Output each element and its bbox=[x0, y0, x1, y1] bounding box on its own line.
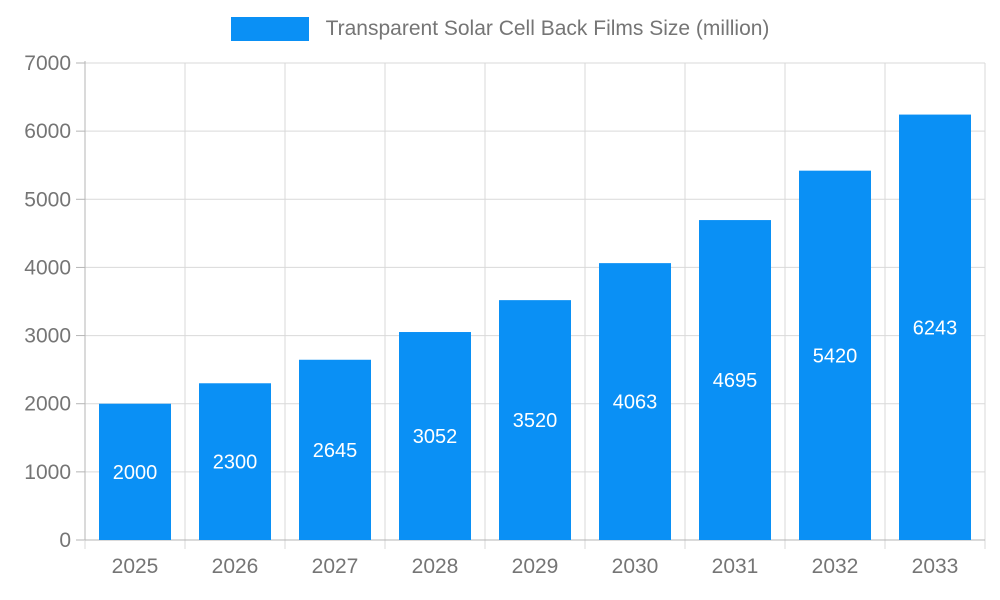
x-tick-label: 2033 bbox=[912, 555, 959, 578]
x-tick-label: 2032 bbox=[812, 555, 859, 578]
bar bbox=[299, 359, 371, 540]
bar bbox=[699, 220, 771, 541]
y-tick-label: 6000 bbox=[24, 120, 71, 143]
bar-value-label: 5420 bbox=[813, 345, 858, 367]
bar bbox=[499, 300, 571, 540]
chart-legend: Transparent Solar Cell Back Films Size (… bbox=[0, 17, 1000, 41]
x-tick-label: 2028 bbox=[412, 555, 459, 578]
y-tick-label: 2000 bbox=[24, 393, 71, 416]
bar-value-label: 3052 bbox=[413, 426, 458, 448]
x-tick-label: 2025 bbox=[112, 555, 159, 578]
x-tick-label: 2029 bbox=[512, 555, 559, 578]
bar bbox=[99, 403, 171, 540]
y-tick-label: 0 bbox=[59, 529, 71, 552]
y-tick-label: 5000 bbox=[24, 188, 71, 211]
legend-swatch bbox=[230, 17, 309, 41]
bar bbox=[799, 170, 871, 540]
bar-value-label: 3520 bbox=[513, 410, 558, 432]
bar-value-label: 2300 bbox=[213, 452, 258, 474]
y-tick-label: 4000 bbox=[24, 256, 71, 279]
x-tick-label: 2026 bbox=[212, 555, 259, 578]
x-tick-label: 2031 bbox=[712, 555, 759, 578]
bar-value-label: 2000 bbox=[113, 462, 158, 484]
x-tick-label: 2030 bbox=[612, 555, 659, 578]
x-tick-label: 2027 bbox=[312, 555, 359, 578]
bar-value-label: 6243 bbox=[913, 317, 958, 339]
y-tick-label: 7000 bbox=[24, 52, 71, 75]
bar-value-label: 4063 bbox=[613, 392, 658, 414]
bar-value-label: 2645 bbox=[313, 440, 358, 462]
bar-value-label: 4695 bbox=[713, 370, 758, 392]
y-tick-label: 1000 bbox=[24, 461, 71, 484]
y-tick-label: 3000 bbox=[24, 325, 71, 348]
bar bbox=[599, 263, 671, 540]
bar bbox=[399, 332, 471, 540]
legend-label: Transparent Solar Cell Back Films Size (… bbox=[325, 17, 770, 40]
bar bbox=[199, 383, 271, 540]
bar bbox=[899, 114, 971, 541]
